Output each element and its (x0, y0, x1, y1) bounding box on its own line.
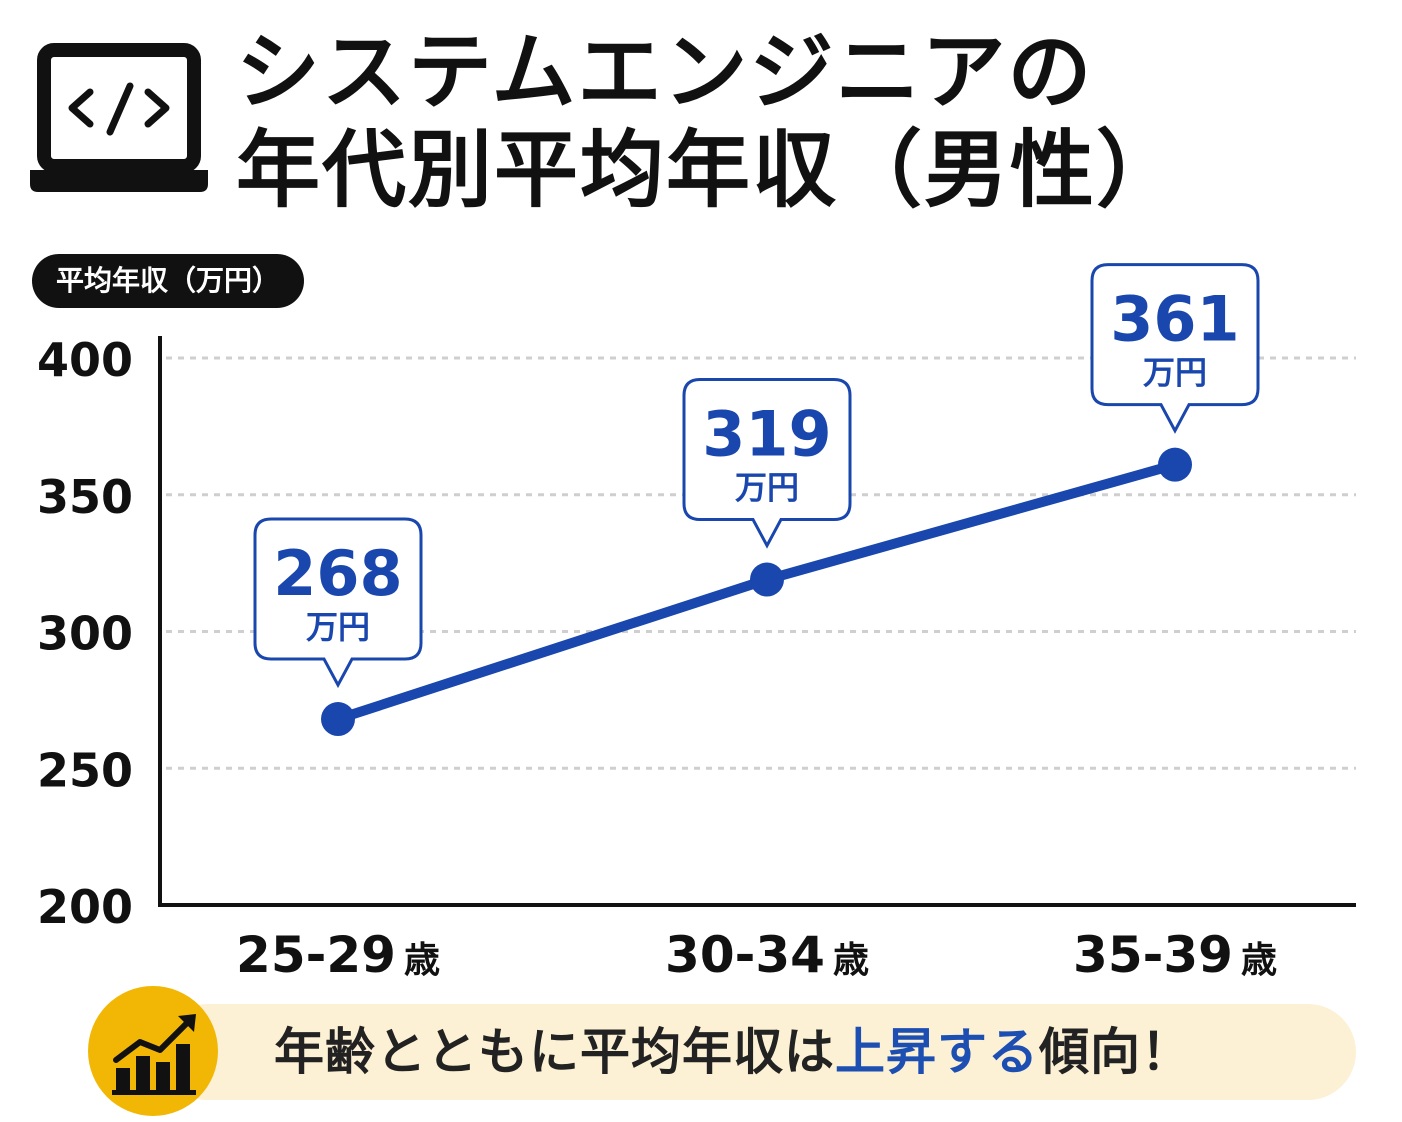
data-point (1158, 447, 1192, 482)
y-tick-label: 250 (37, 743, 133, 797)
y-tick-label: 300 (37, 607, 133, 661)
summary-text: 年齢とともに平均年収は上昇する傾向！ (274, 1004, 1192, 1100)
x-tick-label: 30-34 歳 (665, 926, 869, 984)
y-tick-label: 350 (37, 470, 133, 524)
data-point (321, 702, 355, 737)
x-tick-label: 25-29 歳 (236, 926, 440, 984)
value-callout (253, 517, 423, 689)
y-axis-label: 平均年収（万円） (32, 254, 305, 308)
value-callout (1090, 263, 1260, 434)
laptop-code-icon (30, 43, 208, 192)
y-tick-label: 400 (37, 333, 133, 387)
data-point (750, 562, 784, 597)
y-tick-label: 200 (37, 880, 133, 934)
summary-text-accent: 上昇する (835, 1023, 1039, 1081)
data-label-unit: 万円 (735, 469, 799, 507)
data-label: 319 (702, 398, 831, 471)
bar-chart-trending-up-icon (88, 986, 218, 1116)
chart-title-line-1: システムエンジニアの (236, 23, 1094, 121)
data-label-unit: 万円 (1143, 354, 1207, 392)
chart-title-line-2: 年代別平均年収（男性） (236, 121, 1183, 219)
data-label: 361 (1110, 283, 1239, 356)
x-tick-label: 35-39 歳 (1073, 926, 1277, 984)
value-callout (682, 378, 852, 549)
title-area: システムエンジニアの 年代別平均年収（男性） (30, 18, 1370, 218)
summary-banner (160, 1004, 1356, 1100)
summary-text-before: 年齢とともに平均年収は (274, 1023, 835, 1081)
data-label: 268 (273, 537, 402, 610)
data-label-unit: 万円 (306, 608, 370, 646)
summary-text-after: 傾向！ (1039, 1023, 1192, 1081)
